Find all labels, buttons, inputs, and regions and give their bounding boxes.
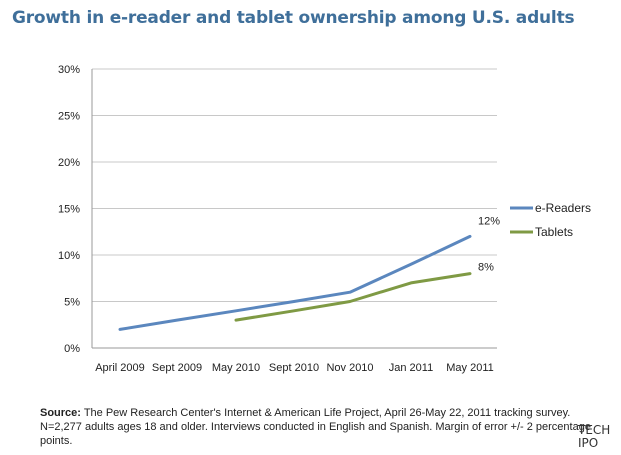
chart-title: Growth in e-reader and tablet ownership …: [12, 8, 575, 28]
source-note: Source: The Pew Research Center's Intern…: [40, 406, 600, 448]
series-layer: [118, 234, 472, 331]
y-tick-label: 20%: [58, 157, 80, 169]
legend: e-Readers Tablets: [510, 201, 591, 239]
x-tick-label: Sept 2010: [269, 362, 319, 374]
y-tick-label: 10%: [58, 250, 80, 262]
watermark-line-2: IPO: [578, 436, 599, 450]
source-text: The Pew Research Center's Internet & Ame…: [40, 407, 591, 447]
grid-layer: [92, 68, 497, 302]
y-tick-label: 0%: [64, 343, 80, 355]
line-chart: 0% 5% 10% 15% 20% 25% 30% April 2009 Sept 2009 Ma…: [58, 64, 591, 374]
x-tick-label: Nov 2010: [326, 362, 373, 374]
watermark-line-1: TECH: [578, 423, 611, 437]
x-tick-label: April 2009: [95, 362, 145, 374]
legend-label: e-Readers: [535, 201, 591, 215]
label-layer: 12% 8%: [478, 215, 500, 273]
series-line-tablets: [234, 272, 472, 322]
y-tick-label: 5%: [64, 297, 80, 309]
end-data-label: 12%: [478, 215, 500, 227]
x-tick-label: May 2010: [212, 362, 260, 374]
x-tick-label: Jan 2011: [389, 362, 433, 374]
y-tick-label: 15%: [58, 204, 80, 216]
y-tick-label: 30%: [58, 64, 80, 76]
watermark-logo: TECH IPO: [578, 424, 618, 450]
end-data-label: 8%: [478, 262, 494, 274]
series-line-e-readers: [118, 234, 472, 331]
x-tick-label: May 2011: [446, 362, 494, 374]
source-label: Source:: [40, 407, 81, 419]
y-tick-label: 25%: [58, 111, 80, 123]
legend-label: Tablets: [535, 225, 573, 239]
axis-layer: 0% 5% 10% 15% 20% 25% 30% April 2009 Sept 2009 Ma…: [58, 64, 497, 374]
x-tick-label: Sept 2009: [152, 362, 202, 374]
